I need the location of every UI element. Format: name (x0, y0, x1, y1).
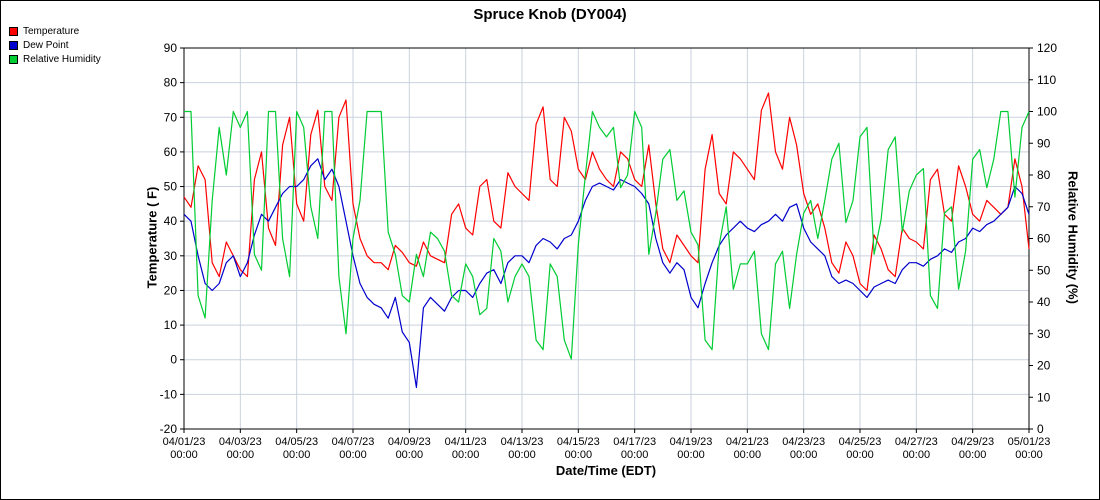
right-axis-tick-label: 20 (1037, 359, 1051, 373)
x-tick-date-label: 04/05/23 (275, 436, 318, 448)
left-axis-tick-label: 40 (164, 214, 178, 228)
x-tick-time-label: 00:00 (734, 449, 762, 461)
x-tick-date-label: 04/11/23 (445, 436, 487, 448)
chart-title: Spruce Knob (DY004) (473, 6, 627, 23)
x-tick-date-label: 04/29/23 (951, 436, 994, 448)
left-axis-tick-label: 50 (164, 180, 178, 194)
x-tick-date-label: 04/21/23 (726, 436, 769, 448)
x-tick-date-label: 04/23/23 (782, 436, 825, 448)
left-axis-tick-label: 70 (164, 110, 178, 124)
x-axis-title: Date/Time (EDT) (555, 463, 657, 478)
legend-label: Relative Humidity (23, 54, 101, 65)
x-tick-date-label: 05/01/23 (1008, 436, 1051, 448)
right-axis-tick-label: 40 (1037, 295, 1051, 309)
legend-label: Temperature (23, 26, 80, 37)
x-tick-date-label: 04/07/23 (332, 436, 375, 448)
x-tick-time-label: 00:00 (452, 449, 480, 461)
x-tick-time-label: 00:00 (508, 449, 536, 461)
right-axis-tick-label: 100 (1037, 105, 1057, 119)
right-axis-tick-label: 120 (1037, 41, 1057, 55)
series-line-relative-humidity (184, 110, 1030, 360)
right-axis-tick-label: 30 (1037, 327, 1051, 341)
x-tick-time-label: 00:00 (959, 449, 987, 461)
right-axis-tick-label: 90 (1037, 136, 1051, 150)
left-axis-tick-label: 30 (164, 249, 178, 263)
x-tick-date-label: 04/09/23 (388, 436, 431, 448)
x-tick-time-label: 00:00 (339, 449, 367, 461)
x-tick-date-label: 04/25/23 (839, 436, 882, 448)
right-axis-tick-label: 110 (1037, 73, 1056, 87)
right-axis-tick-label: 50 (1037, 263, 1051, 277)
legend-item-dew-point: Dew Point (9, 40, 101, 51)
x-tick-time-label: 00:00 (396, 449, 424, 461)
x-tick-date-label: 04/03/23 (219, 436, 262, 448)
x-tick-time-label: 00:00 (677, 449, 705, 461)
series-line-temperature (183, 92, 1030, 292)
x-tick-time-label: 00:00 (170, 449, 198, 461)
left-axis-title: Temperature ( F) (144, 186, 160, 289)
series-line-dew-point (183, 158, 1030, 388)
legend-swatch-icon (9, 41, 18, 50)
legend-item-relative-humidity: Relative Humidity (9, 54, 101, 65)
left-axis-tick-label: 20 (164, 283, 178, 297)
right-axis-tick-label: 80 (1037, 168, 1051, 182)
x-tick-date-label: 04/13/23 (501, 436, 544, 448)
x-tick-time-label: 00:00 (227, 449, 255, 461)
left-axis-tick-label: 10 (164, 318, 178, 332)
x-tick-date-label: 04/27/23 (895, 436, 938, 448)
x-tick-date-label: 04/17/23 (613, 436, 656, 448)
x-tick-time-label: 00:00 (565, 449, 593, 461)
legend-item-temperature: Temperature (9, 26, 101, 37)
right-axis-tick-label: 70 (1037, 200, 1051, 214)
left-axis-tick-label: 90 (164, 41, 178, 55)
left-axis-tick-label: 0 (170, 353, 177, 367)
legend-swatch-icon (9, 55, 18, 64)
right-axis-tick-label: 60 (1037, 232, 1051, 246)
x-tick-time-label: 00:00 (790, 449, 818, 461)
right-axis-tick-label: 10 (1037, 390, 1051, 404)
x-tick-date-label: 04/19/23 (670, 436, 713, 448)
left-axis-tick-label: -10 (160, 387, 178, 401)
left-axis-tick-label: -20 (160, 422, 178, 436)
x-tick-time-label: 00:00 (903, 449, 931, 461)
right-axis-title: Relative Humidity (%) (1065, 171, 1081, 304)
x-tick-time-label: 00:00 (283, 449, 311, 461)
x-tick-time-label: 00:00 (846, 449, 874, 461)
legend-swatch-icon (9, 27, 18, 36)
plot-border (183, 47, 1030, 430)
left-axis-tick-label: 60 (164, 145, 178, 159)
legend-label: Dew Point (23, 40, 69, 51)
left-axis-tick-label: 80 (164, 76, 178, 90)
legend: Temperature Dew Point Relative Humidity (9, 26, 101, 68)
x-tick-date-label: 04/01/23 (163, 436, 206, 448)
right-axis-tick-label: 0 (1037, 422, 1044, 436)
x-tick-time-label: 00:00 (621, 449, 649, 461)
x-tick-date-label: 04/15/23 (557, 436, 600, 448)
x-tick-time-label: 00:00 (1015, 449, 1043, 461)
